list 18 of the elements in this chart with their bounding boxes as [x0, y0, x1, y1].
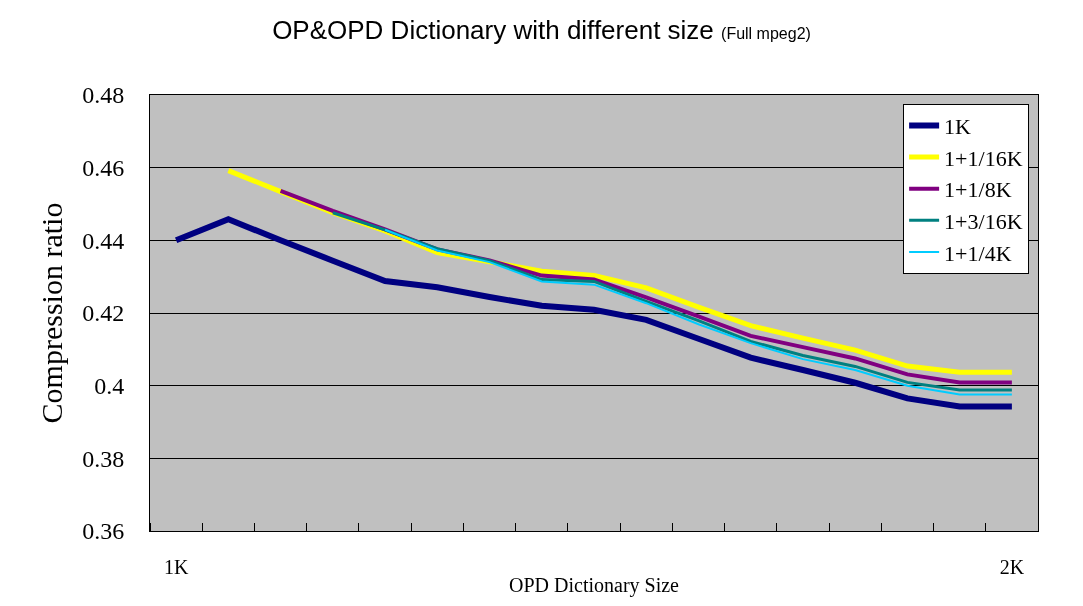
- legend-label: 1+1/16K: [944, 145, 1023, 171]
- legend-label: 1+3/16K: [944, 208, 1023, 234]
- y-tick-label: 0.46: [82, 155, 125, 182]
- legend-label: 1+1/4K: [944, 240, 1012, 266]
- y-tick-label: 0.38: [82, 445, 125, 472]
- y-tick-label: 0.48: [82, 82, 125, 109]
- legend-label: 1+1/8K: [944, 177, 1012, 203]
- y-tick-label: 0.36: [82, 518, 125, 545]
- y-tick-label: 0.4: [94, 373, 125, 400]
- x-axis-title: OPD Dictionary Size: [509, 573, 680, 597]
- line-series: [384, 228, 1013, 396]
- x-tick-label: 2K: [999, 556, 1025, 578]
- y-tick-label: 0.44: [82, 227, 125, 254]
- y-tick-label: 0.42: [82, 300, 125, 327]
- chart-subtitle: (Full mpeg2): [721, 25, 811, 43]
- chart-title: OP&OPD Dictionary with different size: [272, 15, 714, 46]
- legend-label: 1K: [944, 114, 972, 140]
- y-axis-title: Compression ratio: [35, 202, 69, 424]
